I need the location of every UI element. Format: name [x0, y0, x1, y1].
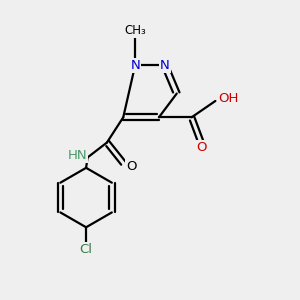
Text: O: O	[196, 140, 206, 154]
Text: OH: OH	[219, 92, 239, 105]
Text: HN: HN	[68, 149, 87, 162]
Text: N: N	[160, 59, 170, 72]
Text: N: N	[130, 59, 140, 72]
Text: O: O	[126, 160, 136, 173]
Text: Cl: Cl	[80, 243, 93, 256]
Text: CH₃: CH₃	[124, 24, 146, 37]
